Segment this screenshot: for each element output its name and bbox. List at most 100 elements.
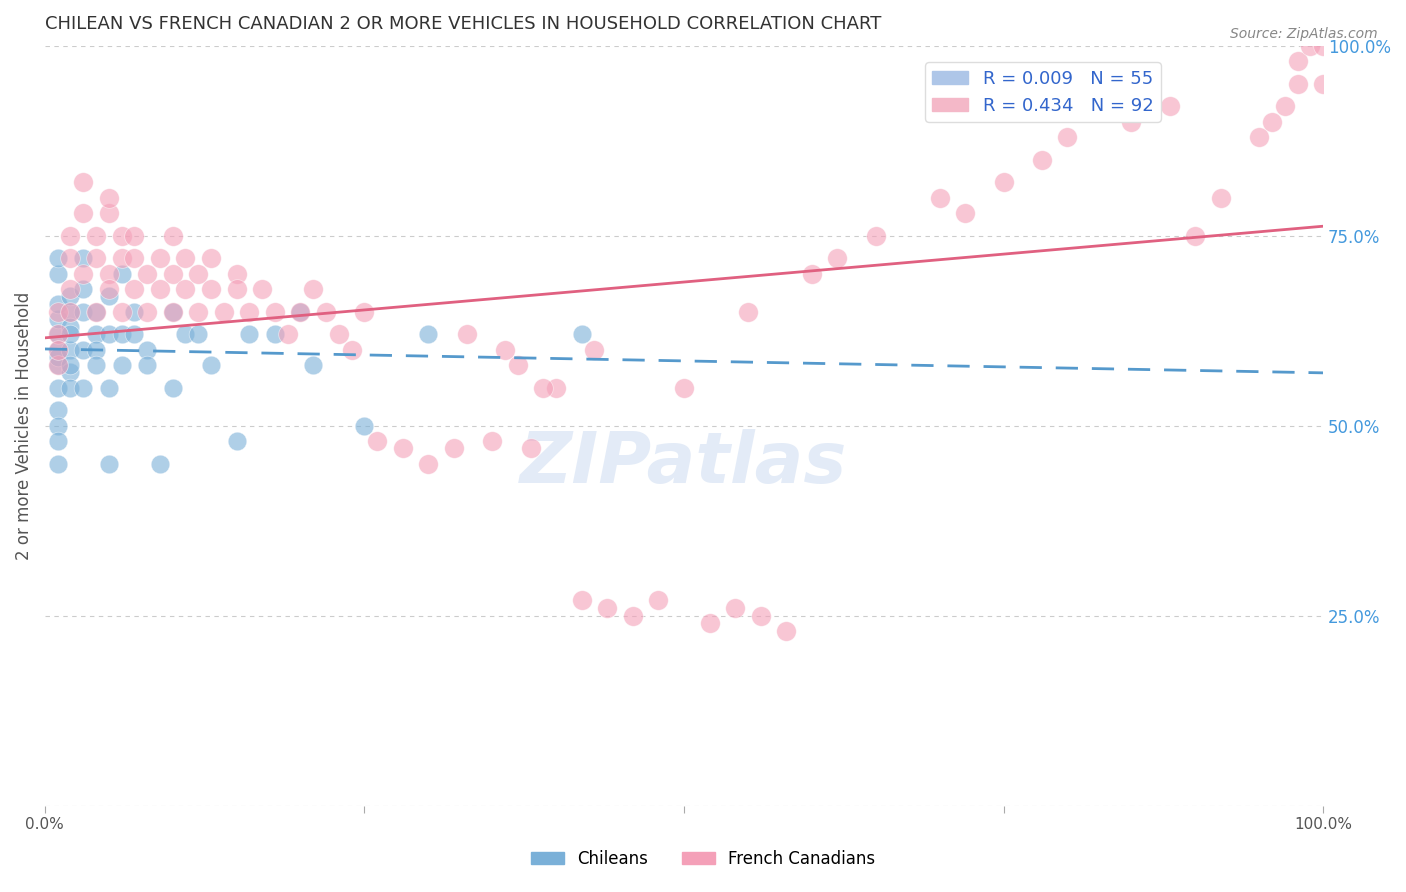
Point [110,267,132,281]
Point [59,252,82,266]
Point [264,304,287,318]
Text: ZIPatlas: ZIPatlas [520,429,848,498]
Point [46,297,69,311]
Point [187,267,209,281]
Point [162,304,184,318]
Point [84,358,107,372]
Point [225,282,247,296]
Point [59,289,82,303]
Point [110,358,132,372]
Point [72,381,94,395]
Point [1274,99,1296,113]
Point [391,442,413,456]
Point [59,228,82,243]
Point [1312,38,1334,53]
Point [110,327,132,342]
Point [97,191,120,205]
Point [1056,129,1078,144]
Point [571,327,593,342]
Point [84,304,107,318]
Point [46,312,69,326]
Point [302,358,325,372]
Point [1249,129,1271,144]
Point [1209,191,1232,205]
Point [775,624,797,638]
Point [59,358,82,372]
Point [187,327,209,342]
Point [1299,38,1322,53]
Point [225,267,247,281]
Point [136,358,159,372]
Point [46,457,69,471]
Point [953,206,976,220]
Point [506,358,529,372]
Point [46,304,69,318]
Point [59,319,82,334]
Point [162,304,184,318]
Point [46,252,69,266]
Point [583,343,606,357]
Point [46,358,69,372]
Point [621,608,644,623]
Point [1286,77,1309,91]
Point [149,252,172,266]
Point [46,434,69,448]
Point [59,366,82,380]
Point [174,327,197,342]
Point [110,252,132,266]
Point [59,304,82,318]
Point [1031,153,1053,167]
Point [72,267,94,281]
Point [59,282,82,296]
Y-axis label: 2 or more Vehicles in Household: 2 or more Vehicles in Household [15,292,32,560]
Point [162,381,184,395]
Point [456,327,478,342]
Point [72,343,94,357]
Point [1312,77,1334,91]
Point [443,442,465,456]
Point [290,304,312,318]
Point [136,267,159,281]
Point [72,206,94,220]
Point [46,403,69,417]
Point [97,381,120,395]
Point [124,304,146,318]
Point [97,267,120,281]
Point [647,593,669,607]
Point [110,228,132,243]
Point [46,343,69,357]
Point [1286,54,1309,68]
Point [124,228,146,243]
Point [737,304,759,318]
Point [531,381,554,395]
Point [494,343,516,357]
Point [72,282,94,296]
Point [59,343,82,357]
Point [59,327,82,342]
Point [928,191,950,205]
Point [46,350,69,364]
Point [46,418,69,433]
Point [302,282,325,296]
Point [865,228,887,243]
Legend: Chileans, French Canadians: Chileans, French Canadians [524,844,882,875]
Point [200,282,222,296]
Point [1261,114,1284,128]
Point [519,442,541,456]
Point [97,206,120,220]
Point [724,601,747,615]
Point [212,304,235,318]
Point [315,304,337,318]
Point [84,228,107,243]
Point [200,252,222,266]
Point [1159,99,1181,113]
Point [250,282,273,296]
Point [546,381,568,395]
Point [174,252,197,266]
Point [84,252,107,266]
Point [1121,114,1143,128]
Point [149,457,172,471]
Point [699,616,721,631]
Point [328,327,350,342]
Point [59,381,82,395]
